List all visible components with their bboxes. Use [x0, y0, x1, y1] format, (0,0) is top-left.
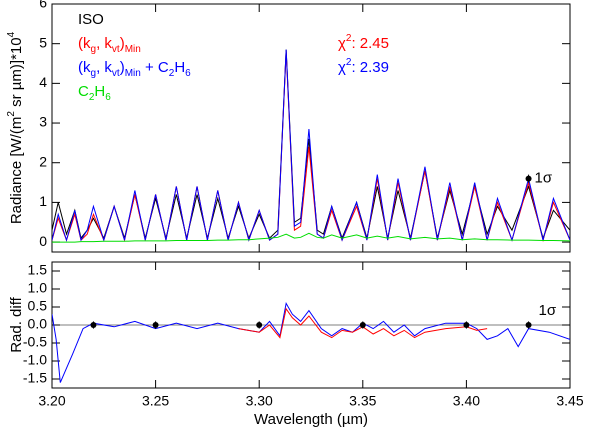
series-line — [52, 301, 570, 383]
y-tick-label: 1.0 — [28, 280, 48, 296]
text-part: , k — [96, 59, 112, 76]
text-part: 6 — [185, 68, 191, 79]
sigma-label: 1σ — [539, 302, 557, 319]
text-part: 2 — [6, 111, 17, 117]
text-part: g — [91, 44, 97, 55]
y-tick-label: 0.0 — [28, 316, 48, 332]
text-part: 4 — [6, 31, 17, 37]
chi2-value: 2.39 — [360, 59, 389, 76]
error-point — [525, 175, 532, 182]
text-part: : — [351, 35, 359, 52]
y-tick-label: 1.5 — [28, 262, 48, 278]
y-tick-label: 0 — [39, 233, 47, 249]
chi2-label: χ2: 2.39 — [338, 57, 389, 76]
series-line — [238, 307, 488, 339]
text-part: (k — [78, 59, 91, 76]
x-tick-label: 3.35 — [349, 393, 376, 409]
text-part: C — [78, 83, 89, 100]
error-point — [152, 322, 159, 328]
text-part: Min — [125, 44, 141, 55]
x-tick-label: 3.45 — [556, 393, 583, 409]
plot-area — [52, 301, 570, 383]
text-part: χ — [338, 35, 346, 52]
y-tick-label: 4 — [39, 74, 47, 90]
text-part: ) — [120, 35, 125, 52]
error-point — [359, 322, 366, 328]
text-part: , k — [96, 35, 112, 52]
y-tick-label: 3 — [39, 114, 47, 130]
text-part: 2 — [346, 33, 352, 44]
legend-entry: C2H6 — [78, 83, 111, 103]
series-line — [52, 49, 570, 242]
series-line — [52, 51, 570, 243]
text-part: ) — [120, 59, 125, 76]
x-tick-label: 3.25 — [142, 393, 169, 409]
y-tick-label: -1.5 — [23, 370, 47, 386]
text-part: ISO — [78, 11, 104, 28]
text-part: 2 — [169, 68, 175, 79]
plot-area — [52, 49, 570, 243]
text-part: vt — [112, 68, 120, 79]
error-point — [525, 322, 532, 328]
x-tick-label: 3.30 — [246, 393, 273, 409]
text-part: 2 — [346, 57, 352, 68]
legend-entry: (kg, kvt)Min — [78, 35, 141, 55]
plot-frame — [51, 3, 571, 253]
y-tick-label: -0.5 — [23, 334, 47, 350]
series-line — [52, 232, 570, 243]
error-point — [256, 322, 263, 328]
text-part: (k — [78, 35, 91, 52]
error-point — [90, 322, 97, 328]
chi2-value: 2.45 — [360, 35, 389, 52]
y-tick-label: -1.0 — [23, 352, 47, 368]
text-part: sr µm)]*10 — [8, 37, 25, 111]
legend-entry: (kg, kvt)Min + C2H6 — [78, 59, 191, 79]
text-part: χ — [338, 59, 346, 76]
y-tick-label: 5 — [39, 34, 47, 50]
text-part: H — [94, 83, 105, 100]
y-tick-label: 6 — [39, 0, 47, 11]
text-part: 2 — [89, 92, 95, 103]
y-tick-label: 2 — [39, 153, 47, 169]
x-tick-label: 3.40 — [453, 393, 480, 409]
error-point — [463, 322, 470, 328]
text-part: Min — [125, 68, 141, 79]
x-axis-label: Wavelength (µm) — [254, 411, 368, 428]
text-part: vt — [112, 44, 120, 55]
x-tick-label: 3.20 — [38, 393, 65, 409]
text-part: Radiance [W/(m — [8, 117, 25, 225]
y-tick-label: 1 — [39, 193, 47, 209]
y-axis-label: Rad. diff — [8, 296, 25, 352]
text-part: 6 — [105, 92, 111, 103]
legend-entry: ISO — [78, 11, 104, 28]
y-axis-label: Radiance [W/(m2 sr µm)]*104 — [6, 31, 25, 224]
text-part: H — [174, 59, 185, 76]
text-part: + C — [141, 59, 169, 76]
chi2-label: χ2: 2.45 — [338, 33, 389, 52]
text-part: g — [91, 68, 97, 79]
sigma-label: 1σ — [535, 170, 553, 187]
y-tick-label: 0.5 — [28, 298, 48, 314]
text-part: : — [351, 59, 359, 76]
